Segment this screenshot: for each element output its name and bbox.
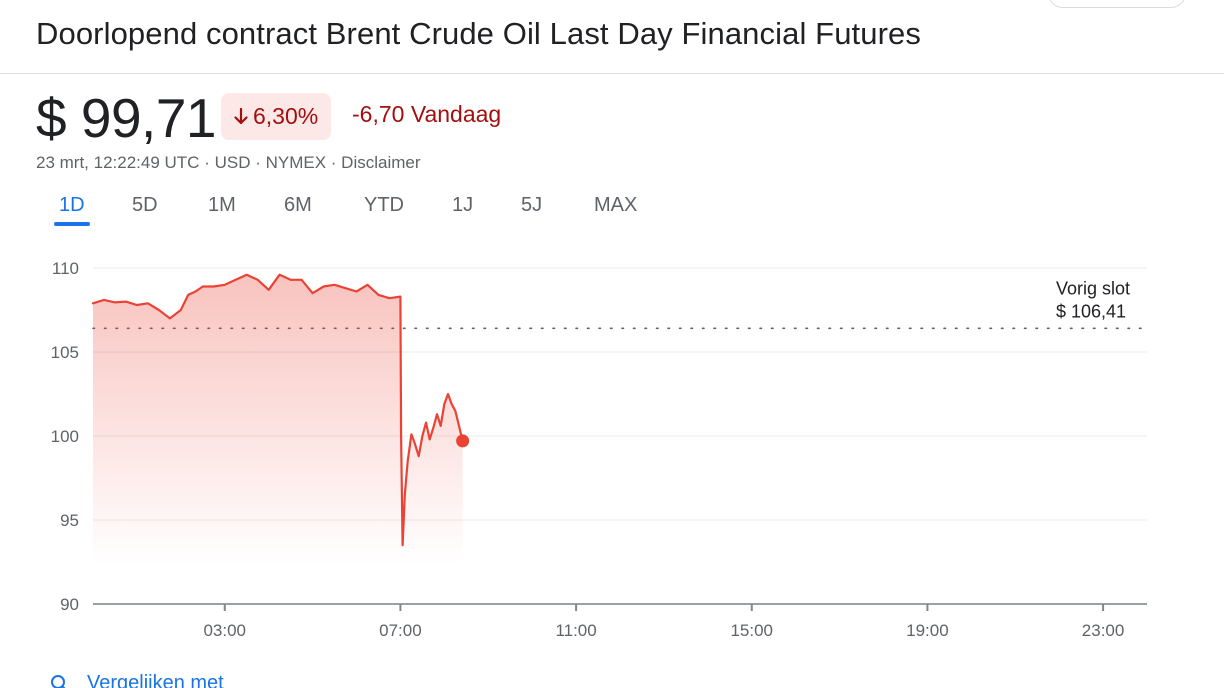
y-tick-label: 105	[51, 343, 79, 362]
tab-1m[interactable]: 1M	[208, 194, 236, 216]
header-divider	[0, 73, 1224, 74]
compare-with-button[interactable]: Vergelijken met	[50, 672, 224, 688]
quote-meta: 23 mrt, 12:22:49 UTC · USD · NYMEX · Dis…	[36, 153, 421, 173]
tab-5d[interactable]: 5D	[132, 194, 158, 216]
page-title: Doorlopend contract Brent Crude Oil Last…	[36, 16, 921, 51]
change-today: -6,70 Vandaag	[352, 101, 502, 127]
top-action-pill[interactable]	[1048, 0, 1186, 8]
x-tick-label: 03:00	[203, 621, 246, 640]
timestamp: 23 mrt, 12:22:49 UTC	[36, 153, 200, 172]
exchange: NYMEX	[265, 153, 327, 172]
current-price: $ 99,71	[36, 87, 217, 149]
x-tick-label: 07:00	[379, 621, 422, 640]
search-icon	[51, 675, 66, 688]
previous-close-value: $ 106,41	[1056, 301, 1126, 321]
price-area	[93, 274, 463, 564]
current-price-point	[456, 434, 470, 448]
previous-close-label: Vorig slot	[1056, 278, 1130, 298]
change-percent-badge: 6,30%	[221, 93, 332, 140]
range-tabs: 1D 5D 1M 6M YTD 1J 5J MAX	[0, 190, 700, 230]
tab-6m[interactable]: 6M	[284, 194, 312, 216]
price-line	[91, 273, 464, 547]
currency: USD	[214, 153, 251, 172]
tab-ytd[interactable]: YTD	[364, 194, 404, 216]
active-tab-indicator	[54, 222, 90, 226]
meta-separator: ·	[250, 153, 266, 172]
meta-separator: ·	[199, 153, 215, 172]
tab-1d[interactable]: 1D	[59, 194, 85, 216]
y-tick-label: 100	[51, 427, 79, 446]
price-chart[interactable]: 110 105 100 95 90 03:00 07:00 11:00 15:00 19:00 23…	[0, 240, 1224, 650]
y-tick-label: 110	[52, 259, 79, 278]
y-tick-label: 95	[60, 511, 79, 530]
x-tick-label: 23:00	[1082, 621, 1125, 640]
x-tick-label: 15:00	[730, 621, 773, 640]
compare-label: Vergelijken met	[87, 672, 224, 688]
disclaimer-link[interactable]: Disclaimer	[341, 153, 421, 172]
x-tick-label: 11:00	[555, 621, 596, 640]
change-percent: 6,30%	[253, 103, 319, 129]
tab-5j[interactable]: 5J	[521, 194, 543, 216]
y-tick-label: 90	[60, 595, 79, 614]
tab-max[interactable]: MAX	[594, 194, 638, 216]
arrow-down-icon	[234, 107, 248, 124]
x-tick-label: 19:00	[906, 621, 949, 640]
tab-1j[interactable]: 1J	[452, 194, 474, 216]
meta-separator: ·	[326, 153, 342, 172]
